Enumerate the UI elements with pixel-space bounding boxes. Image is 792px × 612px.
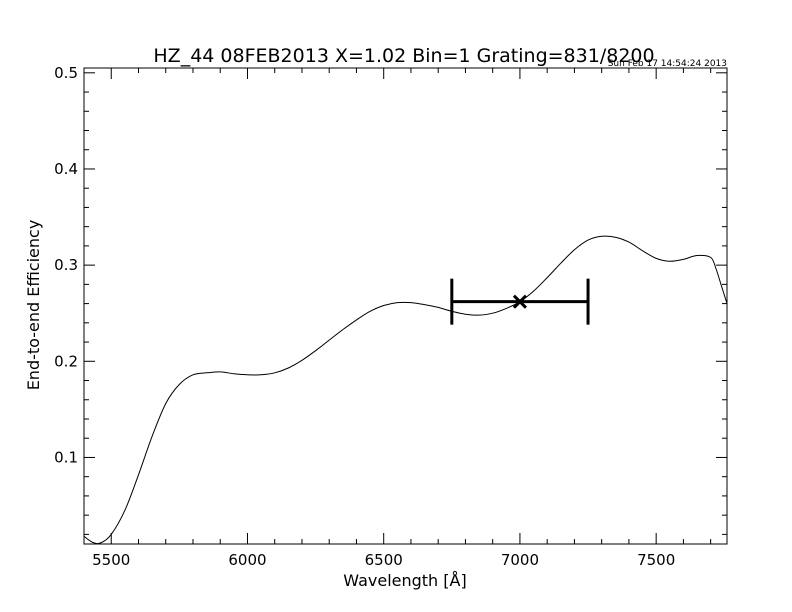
efficiency-series-line — [83, 235, 728, 545]
marker-cross-b — [512, 294, 527, 309]
y-axis-label: End-to-end Efficiency — [24, 220, 43, 391]
x-tick-labels: 5500 6000 6500 7000 7500 — [92, 551, 675, 569]
mean-efficiency-marker — [450, 278, 590, 325]
x-tick-label: 5500 — [92, 551, 130, 569]
y-tick-label: 0.5 — [54, 64, 78, 82]
y-tick-label: 0.1 — [54, 448, 78, 466]
y-tick-labels: 0.1 0.2 0.3 0.4 0.5 — [54, 64, 78, 467]
y-tick-label: 0.3 — [54, 256, 78, 274]
timestamp-label: Sun Feb 17 14:54:24 2013 — [608, 59, 727, 69]
x-tick-label: 7500 — [637, 551, 675, 569]
x-tick-label: 7000 — [501, 551, 539, 569]
x-tick-label: 6000 — [228, 551, 266, 569]
axis-ticks — [83, 68, 727, 544]
y-tick-label: 0.2 — [54, 352, 78, 370]
plot-frame — [83, 67, 728, 545]
chart-title: HZ_44 08FEB2013 X=1.02 Bin=1 Grating=831… — [153, 45, 654, 67]
y-tick-label: 0.4 — [54, 160, 78, 178]
x-tick-label: 6500 — [365, 551, 403, 569]
x-axis-label: Wavelength [Å] — [343, 571, 466, 590]
